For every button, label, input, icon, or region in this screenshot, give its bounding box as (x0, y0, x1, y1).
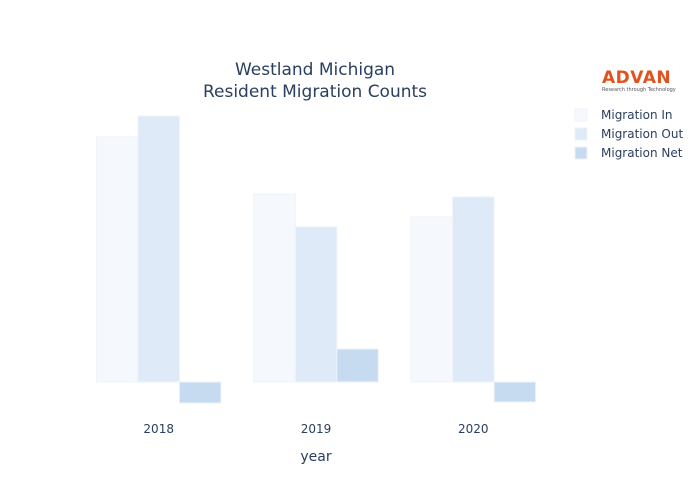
bar-migration-net-2020 (493, 381, 537, 403)
legend-item-migration-in[interactable]: Migration In (574, 108, 673, 122)
chart-title-line-1: Westland Michigan (235, 60, 395, 80)
legend-item-migration-net[interactable]: Migration Net (574, 146, 683, 160)
legend-swatch (574, 146, 588, 160)
bar-migration-in-2018 (95, 136, 139, 383)
legend-swatch (574, 127, 588, 141)
x-tick-label-2020: 2020 (458, 422, 489, 436)
legend-label: Migration Out (601, 127, 683, 141)
legend-label: Migration Net (601, 146, 683, 160)
x-tick-label-2018: 2018 (143, 422, 174, 436)
legend-label: Migration In (601, 108, 673, 122)
bar-migration-net-2019 (336, 348, 379, 383)
x-axis-title: year (300, 449, 331, 465)
plot-area (95, 115, 537, 404)
legend: Migration In Migration Out Migration Net (574, 108, 683, 160)
x-tick-label-2019: 2019 (301, 422, 332, 436)
legend-item-migration-out[interactable]: Migration Out (574, 127, 683, 141)
chart-title-line-2: Resident Migration Counts (203, 82, 427, 102)
legend-swatch (574, 108, 588, 122)
logo-wordmark: ADVAN (602, 68, 671, 88)
bar-migration-out-2019 (294, 226, 338, 383)
bar-migration-in-2019 (253, 193, 296, 383)
logo-tagline: Research through Technology (602, 87, 676, 93)
bar-migration-in-2020 (410, 216, 454, 383)
bar-migration-net-2018 (178, 381, 222, 404)
bar-migration-out-2020 (452, 196, 495, 383)
bar-migration-out-2018 (137, 115, 180, 383)
advan-logo: ADVAN Research through Technology (602, 68, 676, 93)
x-axis-ticks: 2018 2019 2020 (143, 422, 488, 436)
